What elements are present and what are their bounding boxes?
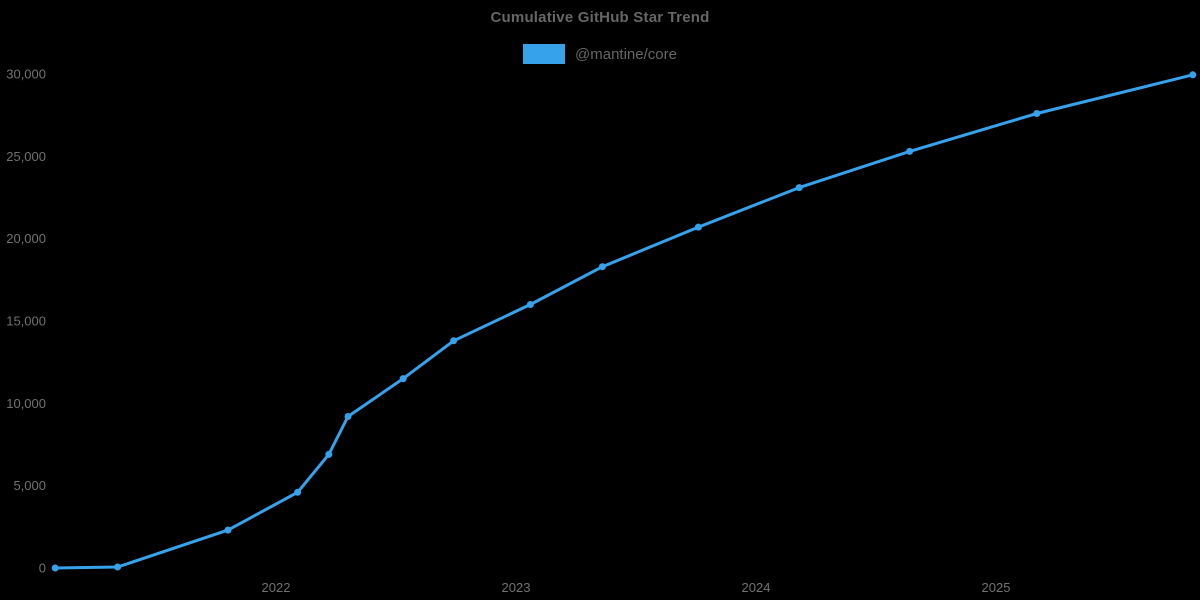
data-point-marker xyxy=(224,526,232,534)
data-point-marker xyxy=(906,147,914,155)
y-axis-tick-label: 5,000 xyxy=(13,478,46,493)
data-point-marker xyxy=(51,564,59,572)
data-point-marker xyxy=(1033,110,1041,117)
y-axis-tick-label: 25,000 xyxy=(6,149,46,164)
legend-color-swatch xyxy=(523,44,566,64)
chart-legend: @mantine/core xyxy=(0,44,1200,64)
legend-item-mantine-core[interactable]: @mantine/core xyxy=(523,44,677,64)
y-axis-tick-label: 30,000 xyxy=(6,67,46,82)
chart-title: Cumulative GitHub Star Trend xyxy=(490,9,710,26)
data-point-marker xyxy=(795,184,803,192)
data-point-marker xyxy=(114,563,122,571)
legend-label: @mantine/core xyxy=(575,45,677,63)
data-point-marker xyxy=(399,375,407,383)
series-line xyxy=(53,73,1195,570)
x-axis-tick-label: 2023 xyxy=(502,580,531,595)
data-point-marker xyxy=(1189,71,1197,79)
data-point-marker xyxy=(325,450,333,458)
data-point-marker xyxy=(526,301,534,308)
y-axis-tick-label: 10,000 xyxy=(6,396,46,411)
x-axis-tick-label: 2025 xyxy=(982,580,1011,595)
data-point-marker xyxy=(450,337,458,345)
y-axis-tick-label: 15,000 xyxy=(6,314,46,329)
y-axis-tick-label: 0 xyxy=(39,561,46,576)
x-axis-tick-label: 2024 xyxy=(742,580,771,595)
data-point-marker xyxy=(598,263,606,271)
data-point-marker xyxy=(294,488,302,496)
x-axis-tick-label: 2022 xyxy=(262,580,291,595)
y-axis-tick-label: 20,000 xyxy=(6,231,46,246)
data-point-marker xyxy=(694,223,702,231)
data-point-marker xyxy=(344,413,352,420)
